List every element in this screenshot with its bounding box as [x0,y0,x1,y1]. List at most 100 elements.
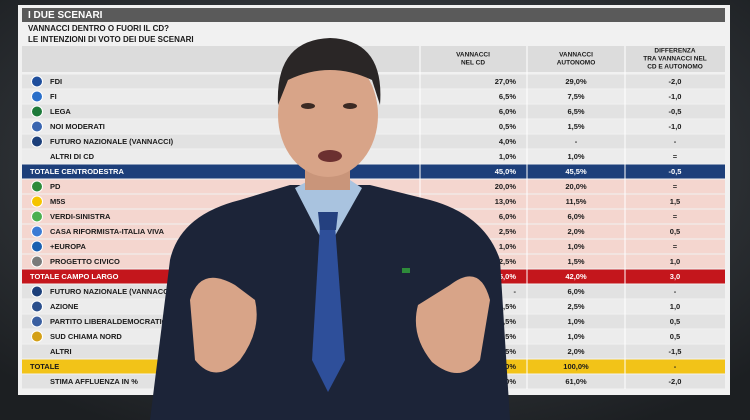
cell: - [674,287,677,296]
cell: -1,5 [669,347,682,356]
cell: -0,5 [669,167,682,176]
party-name: +EUROPA [50,242,86,251]
cell: = [673,242,678,251]
cell: 6,5% [499,92,516,101]
party-logo [31,330,43,343]
eye [301,103,315,109]
cell: 100,0% [563,362,589,371]
party-name: PARTITO LIBERALDEMOCRATICO [50,317,173,326]
cell: -0,5 [669,107,682,116]
column-header: VANNACCI [559,52,593,59]
cell: 1,0% [567,152,584,161]
cell: 61,0% [565,377,587,386]
party-name: AZIONE [50,302,78,311]
cell: 1,5% [499,317,516,326]
cell: 0,5 [670,227,680,236]
cell: 29,0% [565,77,587,86]
cell: 6,0% [499,107,516,116]
column-header: DIFFERENZA [654,48,695,55]
cell: 2,5% [567,302,584,311]
cell: 1,5% [567,122,584,131]
cell: 20,0% [495,182,517,191]
party-logo [31,285,43,298]
party-logo [31,180,43,193]
column-header: NEL CD [461,60,485,67]
party-name: SUD CHIAMA NORD [50,332,122,341]
cell: 4,0% [499,137,516,146]
column-header: CD E AUTONOMO [647,64,703,71]
cell: 20,0% [565,182,587,191]
column-header: AUTONOMO [557,60,596,67]
cell: 1,0% [567,317,584,326]
total-row [22,164,725,179]
party-name: PROGETTO CIVICO [50,257,120,266]
cell: 1,5% [567,257,584,266]
cell: -1,0 [669,122,682,131]
subtitle: VANNACCI DENTRO O FUORI IL CD? [28,24,169,33]
party-name: FUTURO NAZIONALE (VANNACCI) [50,137,174,146]
cell: - [674,362,677,371]
party-logo [31,210,43,223]
pin [402,268,410,273]
party-logo [31,75,43,88]
party-logo [31,90,43,103]
eye [343,103,357,109]
person-photo [150,38,510,420]
tie [312,225,345,392]
party-name: ALTRI DI CD [50,152,95,161]
party-logo [31,225,43,238]
party-name: LEGA [50,107,71,116]
cell: 6,0% [567,212,584,221]
cell: 45,0% [495,167,517,176]
party-name: STIMA AFFLUENZA IN % [50,377,138,386]
cell: 2,5% [499,227,516,236]
title-bar [22,8,725,22]
party-name: CASA RIFORMISTA-ITALIA VIVA [50,227,165,236]
subtitle: LE INTENZIONI DI VOTO DEI DUE SCENARI [28,35,194,44]
party-logo [31,120,43,133]
party-logo [31,135,43,148]
cell: 6,5% [567,107,584,116]
column-header: TRA VANNACCI NEL [643,56,707,63]
party-logo [31,105,43,118]
party-name: VERDI-SINISTRA [50,212,111,221]
column-header: VANNACCI [456,52,490,59]
cell: 3,5% [499,302,516,311]
party-logo [31,195,43,208]
cell: 3,0 [670,272,680,281]
cell: 0,5 [670,332,680,341]
party-name: TOTALE [30,362,59,371]
cell: 1,0 [670,302,680,311]
tie-knot [318,212,338,230]
party-name: FUTURO NAZIONALE (VANNACCI) [50,287,174,296]
left-hand [190,277,257,373]
cell: 27,0% [495,77,517,86]
cell: = [673,152,678,161]
cell: 1,0% [567,332,584,341]
cell: 1,0 [670,257,680,266]
right-hand [415,276,490,374]
cell: 6,0% [567,287,584,296]
cell: - [575,137,578,146]
cell: 0,5% [499,122,516,131]
party-name: ALTRI [50,347,72,356]
cell: 1,0% [499,152,516,161]
cell: -2,0 [669,377,682,386]
cell: 3,5% [499,347,516,356]
cell: 7,5% [567,92,584,101]
hair [277,38,381,105]
face [278,53,378,177]
party-name: FDI [50,77,62,86]
party-name: TOTALE CAMPO LARGO [30,272,119,281]
cell: 11,5% [566,197,587,206]
party-logo [31,300,43,313]
cell: = [673,212,678,221]
party-name: FI [50,92,57,101]
cell: 2,5% [499,257,516,266]
row [22,149,725,164]
cell: 1,5% [499,332,516,341]
cell: - [674,137,677,146]
party-name: TOTALE CENTRODESTRA [30,167,124,176]
